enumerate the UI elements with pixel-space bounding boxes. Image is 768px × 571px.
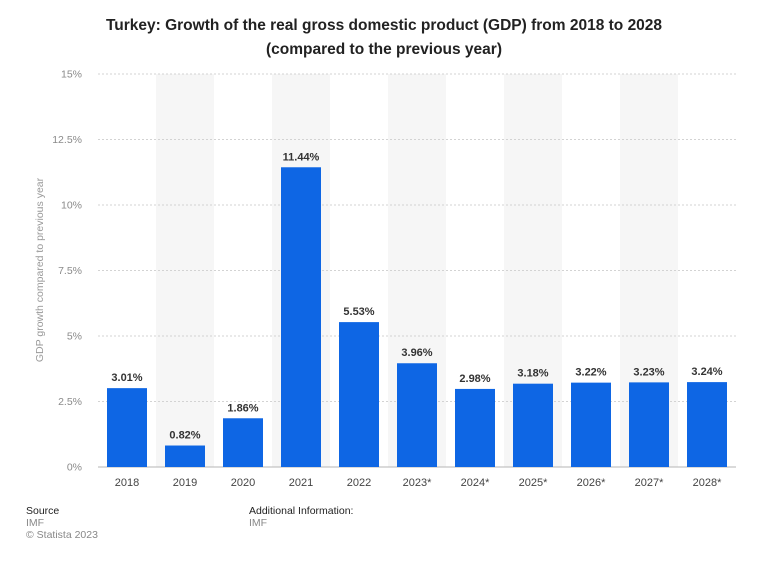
bar-value-label: 3.01% — [111, 372, 142, 384]
chart-title: Turkey: Growth of the real gross domesti… — [0, 14, 768, 62]
x-tick-label: 2022 — [347, 477, 371, 489]
bar-value-label: 11.44% — [283, 151, 320, 163]
bar-value-label: 3.18% — [517, 368, 548, 380]
additional-info-block: Additional Information: IMF — [249, 505, 353, 529]
bar[interactable] — [513, 383, 553, 467]
chart-title-main: Turkey: Growth of the real gross domesti… — [105, 17, 663, 34]
bar-value-label: 3.23% — [633, 366, 664, 378]
x-tick-label: 2021 — [289, 477, 313, 489]
bar-value-label: 3.22% — [575, 367, 606, 379]
bar[interactable] — [339, 322, 379, 467]
source-block: Source IMF © Statista 2023 — [26, 505, 98, 541]
y-axis-ticks: 0% 2.5% 5% 7.5% 10% 12.5% 15% — [52, 69, 82, 474]
y-tick-label: 10% — [61, 200, 82, 212]
bar-value-label: 5.53% — [343, 306, 374, 318]
source-label: Source — [26, 505, 60, 517]
bar[interactable] — [281, 167, 321, 467]
bar-value-label: 0.82% — [169, 430, 200, 442]
x-tick-label: 2024* — [461, 477, 490, 489]
additional-info-label: Additional Information: — [249, 505, 354, 517]
value-labels: 3.01% 0.82% 1.86% 11.44% 5.53% 3.96% 2.98% 3.18… — [111, 151, 722, 441]
bar[interactable] — [107, 388, 147, 467]
source-value[interactable]: IMF — [26, 517, 45, 529]
y-axis-label: GDP growth compared to previous year — [34, 177, 46, 362]
column-band — [156, 74, 214, 467]
copyright[interactable]: © Statista 2023 — [26, 529, 98, 541]
bar-value-label: 3.96% — [401, 347, 432, 359]
x-tick-label: 2019 — [173, 477, 197, 489]
bar[interactable] — [455, 388, 495, 467]
bar-value-label: 1.86% — [227, 402, 258, 414]
additional-info-value: IMF — [249, 517, 268, 529]
bar-value-label: 2.98% — [459, 373, 490, 385]
y-tick-label: 5% — [67, 331, 82, 343]
x-tick-label: 2026* — [577, 477, 606, 489]
bar[interactable] — [571, 382, 611, 467]
x-tick-label: 2025* — [519, 477, 548, 489]
bars — [107, 167, 727, 467]
x-tick-label: 2020 — [231, 477, 255, 489]
x-tick-label: 2018 — [115, 477, 139, 489]
bar[interactable] — [687, 382, 727, 467]
x-tick-label: 2023* — [403, 477, 432, 489]
y-tick-label: 15% — [61, 69, 82, 81]
x-axis-ticks: 2018 2019 2020 2021 2022 2023* 2024* 2025* 2026*… — [115, 477, 722, 489]
x-tick-label: 2027* — [635, 477, 664, 489]
bar[interactable] — [397, 363, 437, 467]
y-tick-label: 12.5% — [52, 134, 82, 146]
chart-subtitle: (compared to the previous year) — [265, 41, 502, 58]
y-tick-label: 0% — [67, 462, 82, 474]
bar-chart: 0% 2.5% 5% 7.5% 10% 12.5% 15% 3.01% 0.82% 1.86% 1… — [34, 69, 736, 489]
bar-value-label: 3.24% — [691, 366, 722, 378]
y-tick-label: 2.5% — [58, 396, 82, 408]
bar[interactable] — [223, 418, 263, 467]
bar[interactable] — [165, 445, 205, 467]
x-tick-label: 2028* — [693, 477, 722, 489]
y-tick-label: 7.5% — [58, 265, 82, 277]
bar[interactable] — [629, 382, 669, 467]
